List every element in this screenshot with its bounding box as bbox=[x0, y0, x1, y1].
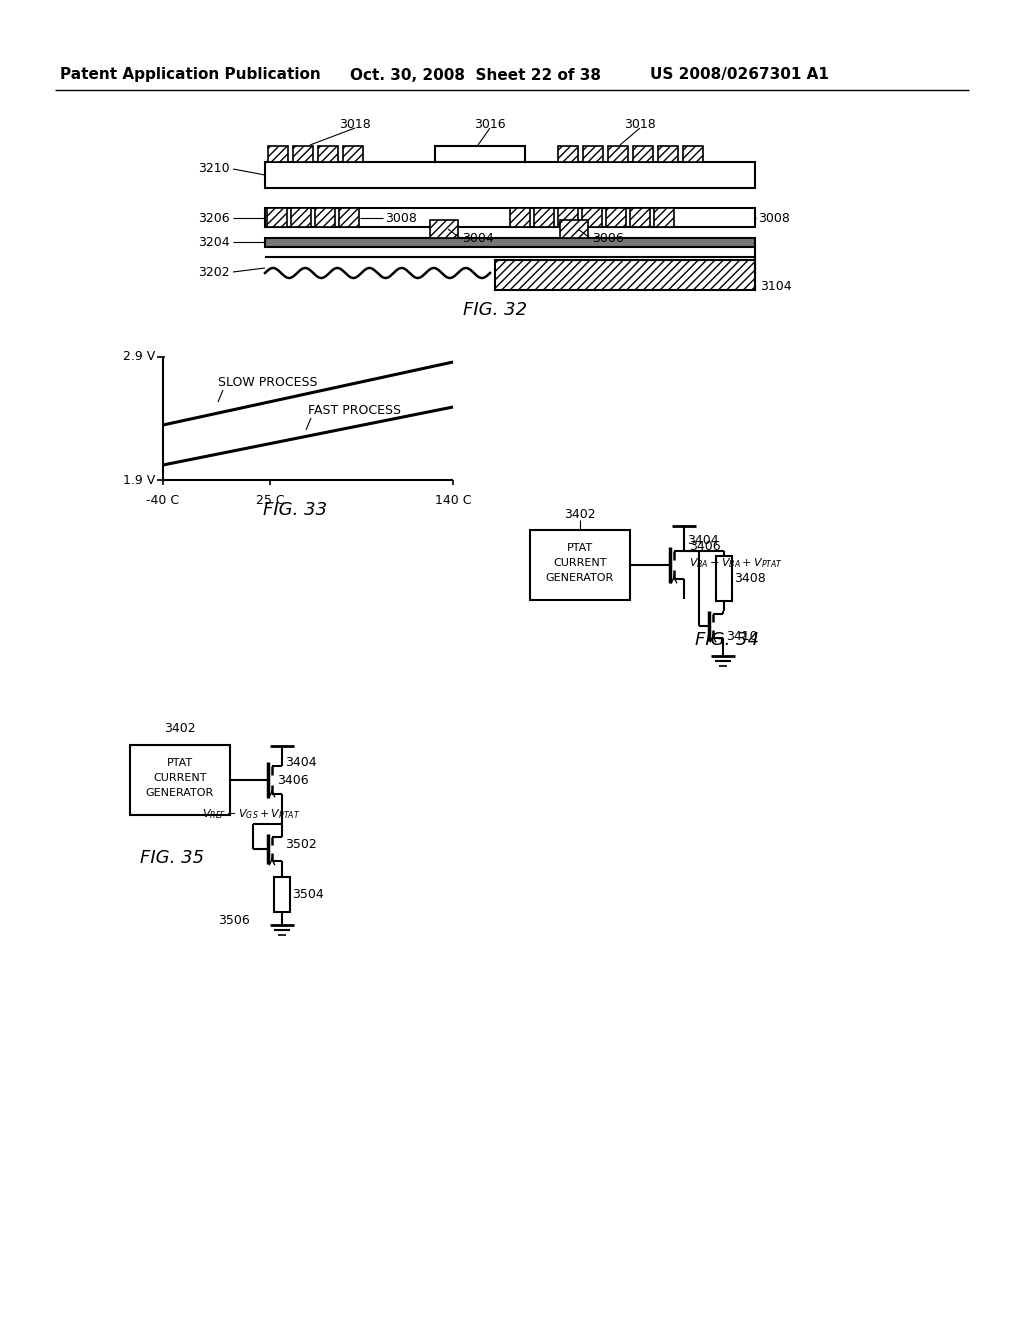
Bar bbox=[267, 209, 287, 227]
Text: 3018: 3018 bbox=[624, 117, 656, 131]
Text: 3016: 3016 bbox=[474, 117, 506, 131]
Text: 3410: 3410 bbox=[726, 630, 758, 643]
Text: 3404: 3404 bbox=[285, 755, 316, 768]
Text: 3008: 3008 bbox=[385, 211, 417, 224]
Bar bbox=[315, 209, 335, 227]
Text: 2.9 V: 2.9 V bbox=[123, 351, 155, 363]
Bar bbox=[608, 147, 628, 162]
Text: Patent Application Publication: Patent Application Publication bbox=[60, 67, 321, 82]
Text: 3006: 3006 bbox=[592, 231, 624, 244]
Bar bbox=[716, 556, 732, 601]
Bar bbox=[583, 147, 603, 162]
Bar bbox=[558, 209, 578, 227]
Text: 3504: 3504 bbox=[292, 888, 324, 902]
Text: GENERATOR: GENERATOR bbox=[546, 573, 614, 583]
Text: 3018: 3018 bbox=[339, 117, 371, 131]
Text: CURRENT: CURRENT bbox=[553, 558, 607, 568]
Text: FIG. 32: FIG. 32 bbox=[463, 301, 527, 319]
Bar bbox=[530, 531, 630, 601]
Bar bbox=[658, 147, 678, 162]
Text: 3502: 3502 bbox=[285, 837, 316, 850]
Bar bbox=[265, 209, 755, 227]
Text: 25 C: 25 C bbox=[256, 494, 285, 507]
Text: 3406: 3406 bbox=[689, 540, 721, 553]
Bar bbox=[265, 238, 755, 247]
Bar bbox=[435, 147, 525, 162]
Bar bbox=[293, 147, 313, 162]
Text: FIG. 33: FIG. 33 bbox=[263, 502, 327, 519]
Text: 3008: 3008 bbox=[758, 211, 790, 224]
Text: 3206: 3206 bbox=[199, 211, 230, 224]
Text: 3204: 3204 bbox=[199, 235, 230, 248]
Bar bbox=[560, 220, 588, 238]
Text: 3004: 3004 bbox=[462, 231, 494, 244]
Bar bbox=[291, 209, 311, 227]
Text: 3506: 3506 bbox=[218, 913, 250, 927]
Bar bbox=[510, 209, 530, 227]
Text: 3406: 3406 bbox=[278, 775, 308, 788]
Text: 1.9 V: 1.9 V bbox=[123, 474, 155, 487]
Text: 3404: 3404 bbox=[687, 533, 719, 546]
Text: FIG. 34: FIG. 34 bbox=[695, 631, 759, 649]
Text: 3402: 3402 bbox=[564, 507, 596, 520]
Bar bbox=[582, 209, 602, 227]
Text: CURRENT: CURRENT bbox=[154, 774, 207, 783]
Bar bbox=[130, 744, 230, 814]
Text: Oct. 30, 2008  Sheet 22 of 38: Oct. 30, 2008 Sheet 22 of 38 bbox=[350, 67, 601, 82]
Bar bbox=[633, 147, 653, 162]
Text: SLOW PROCESS: SLOW PROCESS bbox=[218, 375, 317, 388]
Bar bbox=[268, 147, 288, 162]
Text: 3402: 3402 bbox=[164, 722, 196, 735]
Text: PTAT: PTAT bbox=[567, 543, 593, 553]
Text: 140 C: 140 C bbox=[435, 494, 471, 507]
Bar bbox=[318, 147, 338, 162]
Bar bbox=[430, 220, 458, 238]
Bar bbox=[274, 876, 290, 912]
Text: $V_{BA}-V_{BA}+V_{PTAT}$: $V_{BA}-V_{BA}+V_{PTAT}$ bbox=[689, 556, 783, 570]
Bar bbox=[495, 260, 755, 290]
Text: $V_{REF}-V_{GS}+V_{PTAT}$: $V_{REF}-V_{GS}+V_{PTAT}$ bbox=[202, 807, 301, 821]
Bar bbox=[534, 209, 554, 227]
Text: US 2008/0267301 A1: US 2008/0267301 A1 bbox=[650, 67, 828, 82]
Text: GENERATOR: GENERATOR bbox=[145, 788, 214, 799]
Text: PTAT: PTAT bbox=[167, 758, 194, 768]
Text: 3210: 3210 bbox=[199, 162, 230, 176]
Bar bbox=[654, 209, 674, 227]
Bar bbox=[265, 162, 755, 187]
Text: 3408: 3408 bbox=[734, 572, 766, 585]
Text: FIG. 35: FIG. 35 bbox=[140, 849, 204, 867]
Bar bbox=[558, 147, 578, 162]
Text: -40 C: -40 C bbox=[146, 494, 179, 507]
Text: 3202: 3202 bbox=[199, 265, 230, 279]
Text: 3104: 3104 bbox=[760, 281, 792, 293]
Bar bbox=[343, 147, 362, 162]
Bar bbox=[339, 209, 359, 227]
Bar bbox=[606, 209, 626, 227]
Bar bbox=[630, 209, 650, 227]
Bar bbox=[683, 147, 703, 162]
Text: FAST PROCESS: FAST PROCESS bbox=[308, 404, 401, 417]
